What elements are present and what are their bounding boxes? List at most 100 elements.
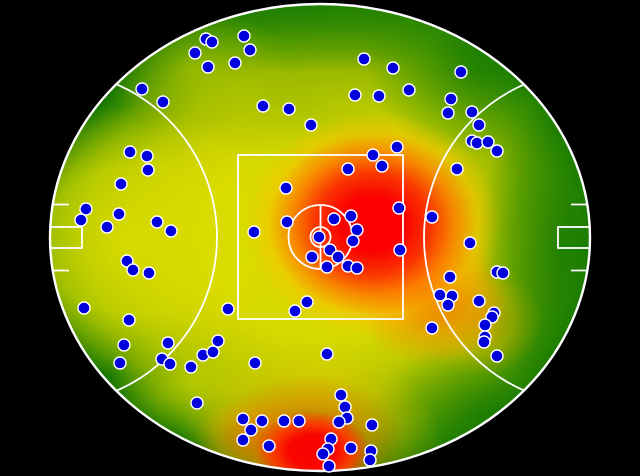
data-point	[123, 145, 137, 159]
centre-square	[237, 154, 404, 320]
data-point	[346, 234, 360, 248]
data-point	[236, 412, 250, 426]
data-point	[163, 357, 177, 371]
data-point	[334, 388, 348, 402]
data-point	[161, 336, 175, 350]
data-point	[392, 201, 406, 215]
data-point	[496, 266, 510, 280]
fifty-metre-arc-right	[423, 69, 590, 406]
data-point	[237, 29, 251, 43]
data-point	[142, 266, 156, 280]
data-point	[443, 270, 457, 284]
data-point	[74, 213, 88, 227]
data-point	[305, 250, 319, 264]
data-point	[164, 224, 178, 238]
data-point	[444, 92, 458, 106]
data-point	[386, 61, 400, 75]
data-point	[490, 144, 504, 158]
data-point	[141, 163, 155, 177]
data-point	[344, 209, 358, 223]
data-point	[350, 223, 364, 237]
data-point	[236, 433, 250, 447]
data-point	[190, 396, 204, 410]
data-point	[316, 447, 330, 461]
data-point	[331, 250, 345, 264]
data-point	[211, 334, 225, 348]
data-point	[365, 418, 379, 432]
goal-square-right	[557, 226, 590, 249]
data-point	[117, 338, 131, 352]
data-point	[113, 356, 127, 370]
data-point	[79, 202, 93, 216]
data-point	[221, 302, 235, 316]
data-point	[248, 356, 262, 370]
data-point	[341, 162, 355, 176]
data-point	[300, 295, 314, 309]
data-point	[126, 263, 140, 277]
data-point	[120, 254, 134, 268]
data-point	[279, 181, 293, 195]
data-point	[100, 220, 114, 234]
data-point	[350, 261, 364, 275]
data-point	[441, 298, 455, 312]
data-point	[156, 95, 170, 109]
data-point	[454, 65, 468, 79]
data-point	[332, 415, 346, 429]
data-point	[292, 414, 306, 428]
data-point	[465, 105, 479, 119]
data-point	[201, 60, 215, 74]
data-point	[288, 304, 302, 318]
data-point	[112, 207, 126, 221]
data-point	[348, 88, 362, 102]
data-point	[478, 318, 492, 332]
data-point	[450, 162, 464, 176]
data-point	[244, 423, 258, 437]
data-point	[393, 243, 407, 257]
data-point	[312, 230, 326, 244]
data-point	[375, 159, 389, 173]
data-point	[320, 260, 334, 274]
data-point	[228, 56, 242, 70]
data-point	[322, 459, 336, 473]
data-point	[184, 360, 198, 374]
data-point	[470, 136, 484, 150]
data-point	[390, 140, 404, 154]
data-point	[477, 335, 491, 349]
data-point	[472, 294, 486, 308]
data-point	[366, 148, 380, 162]
data-point	[122, 313, 136, 327]
data-point	[206, 345, 220, 359]
data-point	[243, 43, 257, 57]
data-point	[425, 321, 439, 335]
data-point	[262, 439, 276, 453]
data-point	[140, 149, 154, 163]
field-markings	[50, 69, 590, 406]
data-point	[433, 288, 447, 302]
data-point	[135, 82, 149, 96]
data-point	[282, 102, 296, 116]
data-point	[280, 215, 294, 229]
data-point	[481, 135, 495, 149]
data-point	[441, 106, 455, 120]
data-point	[363, 453, 377, 467]
data-point	[472, 118, 486, 132]
data-point	[188, 46, 202, 60]
data-point	[327, 212, 341, 226]
data-point	[463, 236, 477, 250]
data-point	[255, 414, 269, 428]
fifty-metre-arc-left	[50, 69, 218, 406]
data-point	[425, 210, 439, 224]
data-point	[247, 225, 261, 239]
data-point	[114, 177, 128, 191]
boundary-line	[48, 2, 592, 473]
data-point	[344, 441, 358, 455]
data-point	[77, 301, 91, 315]
data-point	[256, 99, 270, 113]
data-point	[490, 349, 504, 363]
goal-square-left	[50, 226, 83, 249]
data-point	[205, 35, 219, 49]
data-point	[150, 215, 164, 229]
data-point	[372, 89, 386, 103]
